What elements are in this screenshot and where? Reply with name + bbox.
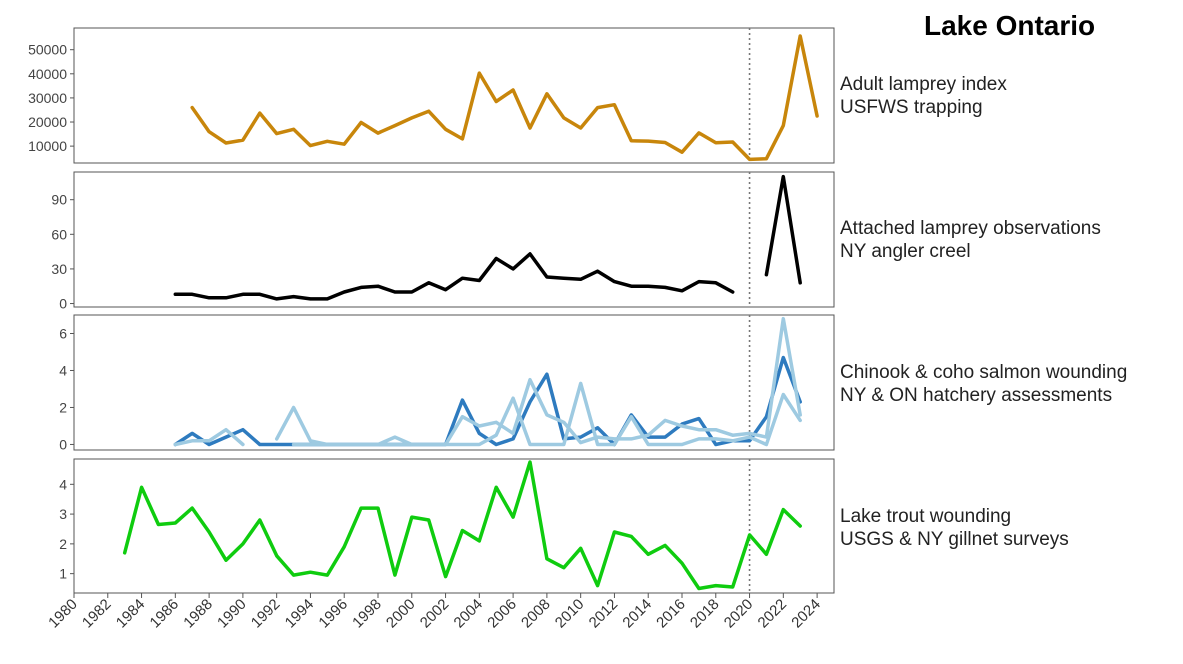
x-tick-label: 1992: [248, 596, 284, 632]
series-line: [190, 34, 819, 162]
x-tick-label: 2018: [687, 596, 723, 632]
x-tick-label: 2006: [484, 596, 520, 632]
panel-subtitle: NY angler creel: [840, 241, 971, 262]
x-tick-label: 1996: [315, 596, 351, 632]
x-tick-label: 1988: [180, 596, 216, 632]
x-tick-label: 2010: [552, 596, 588, 632]
y-tick-label: 1: [59, 566, 67, 582]
panel-frame: [73, 171, 835, 308]
series-line: [764, 174, 802, 285]
panel-label-lake-trout: Lake trout wounding USGS & NY gillnet su…: [840, 505, 1069, 551]
series-line: [291, 381, 802, 447]
x-tick-label: 1994: [282, 596, 318, 632]
x-tick-label: 2022: [755, 596, 791, 632]
x-tick-label: 2000: [383, 596, 419, 632]
y-tick-label: 0: [59, 296, 67, 312]
series-line: [173, 427, 245, 447]
x-tick-label: 2004: [451, 596, 487, 632]
y-tick-label: 2: [59, 399, 67, 415]
panel-label-salmon-wounding: Chinook & coho salmon wounding NY & ON h…: [840, 361, 1127, 407]
panel-label-adult-lamprey: Adult lamprey index USFWS trapping: [840, 73, 1007, 119]
panel-title: Attached lamprey observations: [840, 218, 1101, 239]
panel-title: Lake trout wounding: [840, 506, 1012, 527]
y-tick-label: 2: [59, 536, 67, 552]
panel-subtitle: USGS & NY gillnet surveys: [840, 529, 1069, 550]
x-tick-label: 1986: [147, 596, 183, 632]
y-tick-label: 30: [51, 261, 67, 277]
panel-title: Chinook & coho salmon wounding: [840, 362, 1128, 383]
x-tick-label: 2020: [721, 596, 757, 632]
y-tick-label: 4: [59, 476, 67, 492]
x-tick-label: 2008: [518, 596, 554, 632]
series-line: [122, 460, 802, 591]
y-tick-label: 90: [51, 192, 67, 208]
y-tick-label: 60: [51, 226, 67, 242]
panel-frame: [73, 458, 835, 594]
x-tick-label: 2024: [788, 596, 824, 632]
y-tick-label: 40000: [28, 66, 67, 82]
x-tick-label: 1984: [113, 596, 149, 632]
y-tick-label: 10000: [28, 138, 67, 154]
x-tick-label: 1990: [214, 596, 250, 632]
panel-subtitle: NY & ON hatchery assessments: [840, 385, 1113, 406]
chart-title: Lake Ontario: [924, 10, 1096, 41]
series-line: [274, 316, 802, 447]
panel-frame: [73, 314, 835, 451]
x-tick-label: 2016: [653, 596, 689, 632]
y-tick-label: 4: [59, 362, 67, 378]
x-tick-label: 1982: [79, 596, 115, 632]
x-tick-label: 2012: [586, 596, 622, 632]
series-line: [173, 355, 802, 447]
y-tick-label: 0: [59, 436, 67, 452]
y-tick-label: 20000: [28, 114, 67, 130]
x-tick-label: 2014: [619, 596, 655, 632]
panel-label-attached-lamprey: Attached lamprey observations NY angler …: [840, 217, 1101, 263]
panel-title: Adult lamprey index: [840, 74, 1007, 95]
x-tick-label: 1980: [45, 596, 81, 632]
panel-subtitle: USFWS trapping: [840, 97, 983, 118]
y-tick-label: 3: [59, 506, 67, 522]
panel-frame: [73, 27, 835, 164]
y-tick-label: 6: [59, 325, 67, 341]
series-line: [173, 252, 735, 301]
x-tick-label: 2002: [417, 596, 453, 632]
x-tick-label: 1998: [349, 596, 385, 632]
y-tick-label: 50000: [28, 42, 67, 58]
y-tick-label: 30000: [28, 90, 67, 106]
